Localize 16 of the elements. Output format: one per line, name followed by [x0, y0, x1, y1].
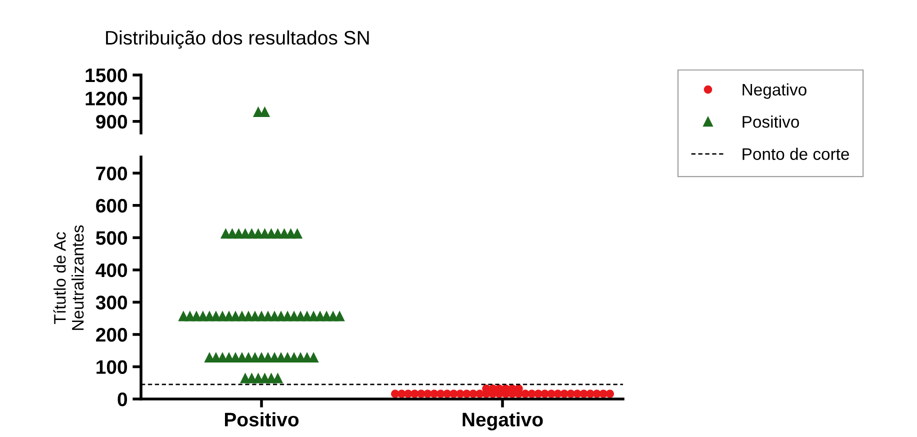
y-tick-label: 100 [96, 360, 128, 374]
y-tick-label: 200 [96, 328, 128, 342]
y-tick-label: 500 [96, 231, 128, 245]
chart-title: Distribuição dos resultados SN [106, 30, 369, 49]
y-tick-label: 700 [96, 166, 128, 180]
y-tick-label: 400 [96, 263, 128, 278]
y-tick-label: 600 [96, 198, 128, 213]
legend-label: Negativo [742, 83, 806, 99]
y-tick-label: 1500 [86, 68, 128, 82]
y-axis-title: Títutlo de Ac Neutralizantes [53, 225, 84, 330]
legend-label: Ponto de corte [742, 148, 849, 160]
legend-label: Positivo [742, 116, 799, 128]
y-tick-label: 0 [118, 392, 128, 406]
y-tick-label: 1200 [86, 92, 128, 106]
y-tick-label: 900 [96, 114, 128, 129]
y-tick-label: 300 [96, 296, 128, 310]
